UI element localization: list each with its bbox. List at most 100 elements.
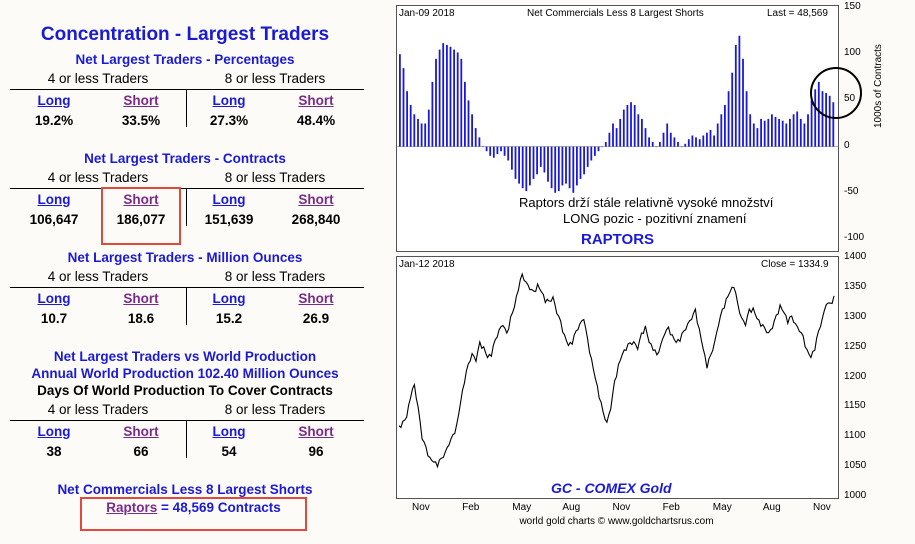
- series-label: RAPTORS: [581, 231, 655, 248]
- divider: [10, 287, 364, 288]
- raptors-value: = 48,569 Contracts: [161, 500, 281, 515]
- bar: [409, 105, 412, 147]
- bar: [669, 132, 672, 147]
- bar: [431, 81, 434, 147]
- gold-price-chart: Jan-12 2018 Close = 1334.9 GC - COMEX Go…: [396, 256, 839, 499]
- bar: [832, 102, 835, 147]
- x-tick-label: Nov: [813, 502, 831, 513]
- group-8-less: 8 or less Traders: [224, 269, 326, 284]
- world-heading-1: Net Largest Traders vs World Production: [53, 349, 317, 364]
- bar: [507, 146, 510, 161]
- value-cell: 27.3%: [209, 113, 249, 128]
- bar: [814, 89, 817, 147]
- short-link[interactable]: Short: [298, 424, 334, 439]
- x-axis-ticks: Nov Feb May Aug Nov Feb May Aug Nov: [396, 502, 837, 516]
- short-link[interactable]: Short: [123, 93, 159, 108]
- bar: [641, 118, 643, 147]
- short-link[interactable]: Short: [298, 93, 334, 108]
- bar: [644, 128, 647, 147]
- concentration-panel: Concentration - Largest Traders Net Larg…: [0, 0, 370, 544]
- bar: [424, 123, 427, 147]
- group-4-less: 4 or less Traders: [47, 71, 149, 86]
- raptors-line: Raptors = 48,569 Contracts: [80, 500, 307, 515]
- y-tick-label: -100: [844, 232, 865, 243]
- bar: [446, 45, 448, 147]
- short-link[interactable]: Short: [298, 291, 334, 306]
- bar: [713, 135, 715, 147]
- group-4-less: 4 or less Traders: [47, 170, 149, 185]
- value-cell: 26.9: [302, 311, 330, 326]
- bar: [413, 114, 416, 147]
- x-tick-label: Feb: [462, 502, 480, 513]
- long-link[interactable]: Long: [37, 291, 71, 306]
- bar: [579, 146, 582, 179]
- bar: [745, 91, 748, 147]
- bar: [666, 123, 669, 147]
- bar: [825, 93, 827, 147]
- short-link[interactable]: Short: [123, 192, 159, 207]
- bar: [687, 139, 690, 147]
- long-link[interactable]: Long: [37, 424, 71, 439]
- page-title: Concentration - Largest Traders: [40, 24, 330, 45]
- bar: [402, 68, 405, 147]
- bar: [539, 146, 542, 167]
- highlight-circle: [810, 67, 862, 119]
- annotation-line-2: LONG pozic - pozitivní znamení: [563, 211, 747, 226]
- bar: [799, 118, 802, 147]
- chart-last: Last = 48,569: [767, 8, 828, 19]
- bar: [742, 58, 744, 147]
- value-cell: 38: [46, 444, 62, 459]
- divider: [186, 89, 187, 127]
- short-link[interactable]: Short: [123, 291, 159, 306]
- bar: [590, 146, 593, 161]
- bar: [471, 114, 473, 147]
- bar: [547, 146, 549, 182]
- divider: [186, 188, 187, 226]
- bar: [615, 128, 618, 147]
- bar: [760, 118, 762, 147]
- short-link[interactable]: Short: [123, 424, 159, 439]
- group-8-less: 8 or less Traders: [224, 71, 326, 86]
- raptors-link[interactable]: Raptors: [106, 500, 158, 515]
- y-tick-label: 1350: [844, 280, 867, 292]
- bar: [467, 100, 470, 147]
- bar: [662, 132, 665, 147]
- bar: [489, 146, 492, 156]
- divider: [10, 89, 364, 90]
- bar: [521, 146, 524, 189]
- y-tick-label: 1050: [844, 460, 867, 472]
- bar: [720, 114, 723, 147]
- bar: [781, 120, 784, 147]
- long-link[interactable]: Long: [212, 424, 246, 439]
- long-link[interactable]: Long: [212, 291, 246, 306]
- y-axis-ticks: 150 100 50 0 -50 -100: [840, 0, 870, 250]
- bar: [543, 146, 546, 173]
- bar: [583, 146, 585, 175]
- bar: [572, 146, 575, 193]
- y-tick-label: 1000: [844, 490, 867, 501]
- bar: [734, 45, 737, 147]
- y-tick-label: 1150: [844, 400, 866, 412]
- long-link[interactable]: Long: [212, 93, 246, 108]
- y-tick-label: -50: [844, 185, 859, 197]
- highlight-box: [101, 187, 181, 245]
- bar: [821, 91, 824, 147]
- bar: [792, 114, 795, 147]
- long-link[interactable]: Long: [37, 93, 71, 108]
- bar: [709, 130, 712, 147]
- short-link[interactable]: Short: [298, 192, 334, 207]
- y-tick-label: 0: [844, 139, 850, 151]
- long-link[interactable]: Long: [212, 192, 246, 207]
- bar: [406, 91, 408, 147]
- bar: [677, 142, 679, 147]
- bar: [586, 146, 589, 167]
- long-link[interactable]: Long: [37, 192, 71, 207]
- bar: [785, 123, 788, 147]
- x-tick-label: May: [512, 502, 532, 513]
- value-cell: 19.2%: [34, 113, 74, 128]
- highlight-box: [80, 497, 307, 531]
- bar: [731, 72, 734, 147]
- bar: [612, 123, 614, 147]
- price-line-plot: [398, 272, 835, 469]
- bar: [630, 102, 632, 147]
